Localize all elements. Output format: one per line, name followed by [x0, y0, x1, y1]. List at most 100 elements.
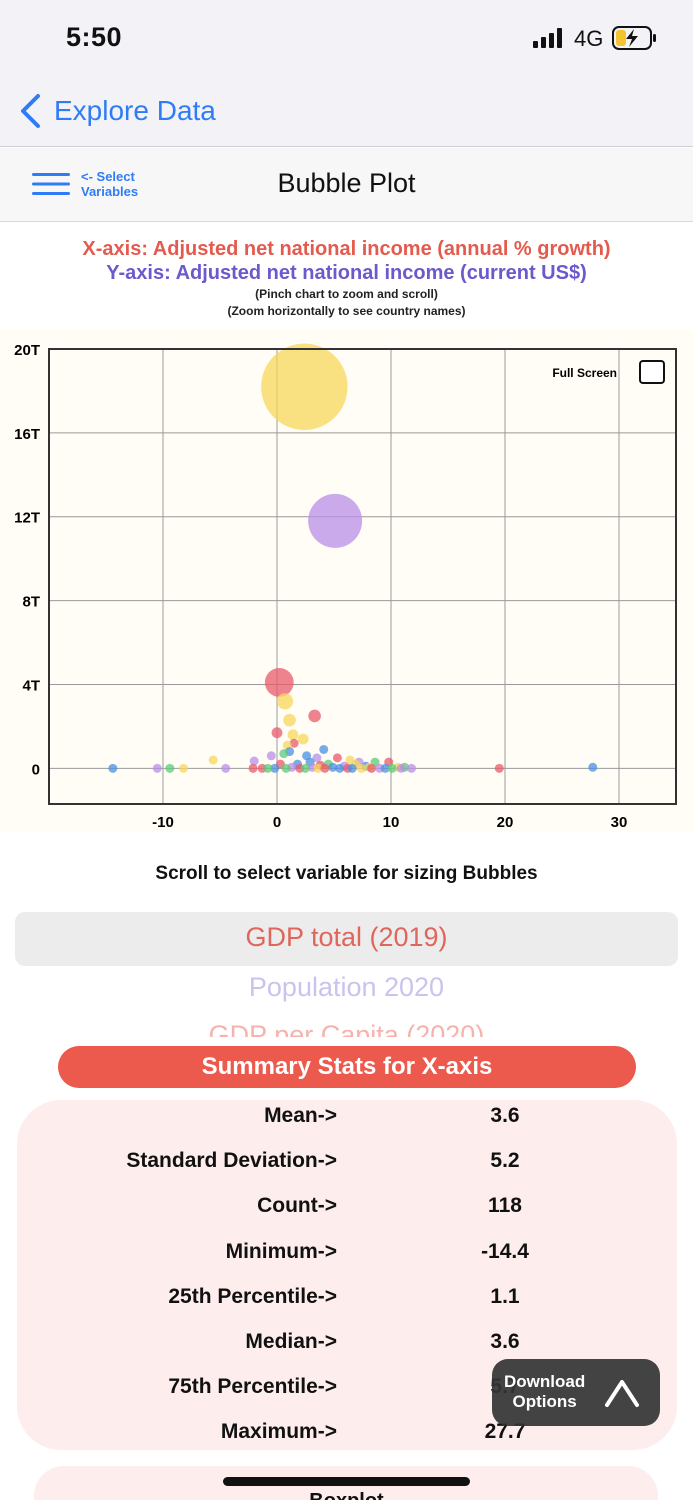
- x-tick-label: -10: [152, 814, 174, 831]
- bubble-size-picker[interactable]: GDP total (2019) Population 2020 GDP per…: [15, 912, 678, 1037]
- bubble-point[interactable]: [152, 763, 162, 773]
- stat-row: Maximum-> 27.7: [17, 1414, 677, 1454]
- bubble-point[interactable]: [328, 762, 338, 772]
- bubble-point[interactable]: [407, 763, 417, 773]
- bubble-point[interactable]: [266, 751, 276, 761]
- full-screen-label: Full Screen: [552, 366, 617, 380]
- bubble-point[interactable]: [108, 763, 118, 773]
- bubble-point[interactable]: [380, 763, 390, 773]
- signal-icon: [533, 28, 562, 48]
- bubble-point[interactable]: [494, 763, 504, 773]
- bubble-point[interactable]: [264, 667, 294, 697]
- bubble-point[interactable]: [249, 756, 259, 766]
- bubble-point[interactable]: [312, 753, 322, 763]
- y-tick-label: 0: [32, 761, 40, 778]
- stat-value: 3.6: [490, 1104, 520, 1127]
- chevron-up-icon: [605, 1380, 639, 1407]
- bubble-point[interactable]: [356, 763, 366, 773]
- y-tick-label: 4T: [22, 677, 40, 694]
- picker-option-selected[interactable]: GDP total (2019): [245, 922, 448, 952]
- bubble-point[interactable]: [308, 493, 363, 548]
- picker-option[interactable]: GDP per Capita (2020): [208, 1020, 485, 1037]
- stat-label: Maximum->: [220, 1420, 337, 1444]
- bubble-chart[interactable]: -10 0 10 20 30 0 4T 8T 12T 16T 20T Full Screen: [0, 330, 693, 832]
- network-type: 4G: [574, 26, 604, 51]
- stat-label: Minimum->: [225, 1239, 337, 1263]
- bubble-point[interactable]: [208, 755, 218, 765]
- y-axis-title: Y-axis: Adjusted net national income (cu…: [106, 262, 587, 284]
- download-options-label: Download Options: [504, 1372, 586, 1411]
- home-indicator: [223, 1477, 470, 1486]
- summary-stats-header: Summary Stats for X-axis: [58, 1046, 636, 1088]
- bubble-point[interactable]: [165, 763, 175, 773]
- stat-label: Standard Deviation->: [126, 1149, 337, 1173]
- bubble-point[interactable]: [289, 738, 299, 748]
- stat-row: 25th Percentile-> 1.1: [17, 1279, 677, 1319]
- menu-icon[interactable]: [32, 172, 70, 196]
- bubble-point[interactable]: [387, 763, 397, 773]
- bubble-chart-svg[interactable]: -10 0 10 20 30 0 4T 8T 12T 16T 20T Full Screen: [0, 330, 693, 832]
- select-variables-button[interactable]: <- Select Variables: [81, 169, 139, 199]
- stat-value: 118: [488, 1194, 522, 1218]
- bubble-point[interactable]: [588, 762, 598, 772]
- bubble-point[interactable]: [320, 763, 330, 773]
- boxplot-title: Boxplot: [0, 1490, 693, 1500]
- bubble-point[interactable]: [276, 693, 294, 710]
- bubble-point[interactable]: [281, 763, 291, 773]
- stat-value: 1.1: [490, 1284, 520, 1308]
- x-tick-label: 10: [383, 814, 400, 831]
- bubble-point[interactable]: [271, 727, 283, 739]
- bubble-point[interactable]: [308, 709, 321, 723]
- bubble-point[interactable]: [287, 729, 299, 741]
- stat-label: 25th Percentile->: [168, 1284, 337, 1308]
- plot-frame: [48, 348, 677, 805]
- bubble-point[interactable]: [319, 744, 329, 754]
- zoom-note: (Zoom horizontally to see country names): [227, 304, 466, 318]
- bubble-point[interactable]: [396, 763, 406, 773]
- bubble-point[interactable]: [270, 763, 280, 773]
- back-button[interactable]: Explore Data: [54, 95, 216, 126]
- x-tick-label: 30: [611, 814, 628, 831]
- picker-selection-band: [15, 912, 678, 966]
- bubble-point[interactable]: [297, 733, 309, 745]
- bubble-point[interactable]: [313, 763, 323, 773]
- bubble-point[interactable]: [279, 749, 289, 759]
- stat-value: 27.7: [484, 1420, 526, 1444]
- download-options-button[interactable]: Download Options: [492, 1359, 660, 1426]
- stat-value: 5.2: [490, 1149, 520, 1173]
- y-tick-label: 16T: [14, 426, 40, 443]
- bubble-point[interactable]: [332, 753, 342, 763]
- bubble-point[interactable]: [261, 343, 348, 430]
- stat-row: Standard Deviation-> 5.2: [17, 1143, 677, 1183]
- x-tick-label: 20: [497, 814, 514, 831]
- stat-row: Median-> 3.6: [17, 1324, 677, 1364]
- battery-charging-icon: [612, 26, 656, 50]
- stat-value: 3.6: [490, 1330, 520, 1353]
- stat-row: Mean-> 3.6: [17, 1098, 677, 1138]
- bubble-point[interactable]: [347, 763, 357, 773]
- toolbar: <- Select Variables Bubble Plot: [0, 148, 693, 222]
- navigation-bar: Explore Data: [0, 75, 693, 147]
- bubble-point[interactable]: [221, 763, 231, 773]
- bubble-size-label: Scroll to select variable for sizing Bub…: [155, 863, 538, 884]
- stat-label: Mean->: [264, 1104, 337, 1127]
- picker-option[interactable]: Population 2020: [248, 972, 445, 1002]
- bubble-point[interactable]: [263, 763, 273, 773]
- stat-row: Count-> 118: [17, 1188, 677, 1228]
- bubble-point[interactable]: [335, 763, 345, 773]
- stat-value: -14.4: [481, 1239, 529, 1263]
- bubble-point[interactable]: [367, 763, 377, 773]
- bubble-point[interactable]: [179, 763, 189, 773]
- full-screen-checkbox[interactable]: [639, 360, 665, 384]
- bubble-point[interactable]: [301, 763, 310, 773]
- stat-row: Minimum-> -14.4: [17, 1234, 677, 1274]
- stat-label: 75th Percentile->: [168, 1375, 337, 1399]
- back-chevron-icon[interactable]: [18, 93, 44, 129]
- bubble-point[interactable]: [283, 713, 296, 727]
- page-title: Bubble Plot: [277, 168, 416, 198]
- status-time: 5:50: [66, 22, 123, 52]
- y-tick-label: 20T: [14, 342, 40, 359]
- stat-label: Count->: [257, 1194, 337, 1218]
- bubble-point[interactable]: [248, 763, 258, 773]
- x-axis-title: X-axis: Adjusted net national income (an…: [82, 238, 611, 260]
